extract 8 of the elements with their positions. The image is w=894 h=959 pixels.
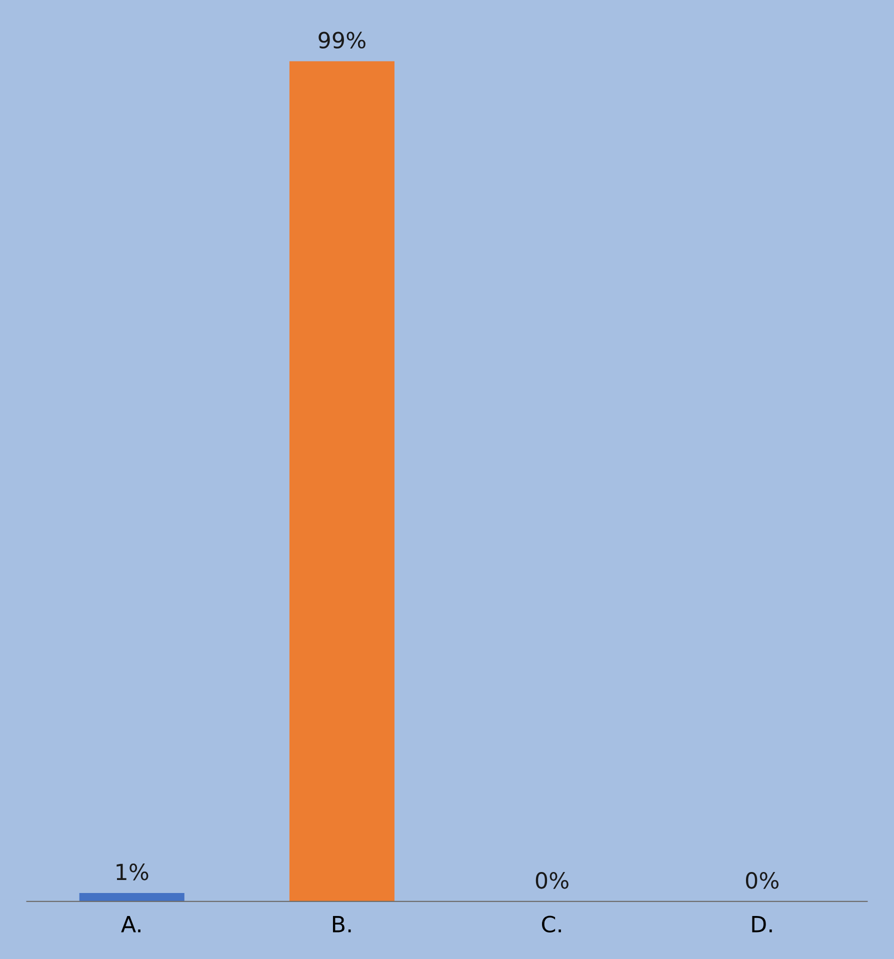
data-label: 99% xyxy=(318,32,366,49)
data-label: 0% xyxy=(536,872,568,889)
x-tick-label: A. xyxy=(121,916,140,932)
data-label: 0% xyxy=(746,872,779,889)
data-label: 1% xyxy=(116,864,148,880)
x-tick-label: D. xyxy=(752,916,772,932)
x-tick-label: B. xyxy=(332,916,351,932)
x-tick-label: C. xyxy=(542,916,561,933)
